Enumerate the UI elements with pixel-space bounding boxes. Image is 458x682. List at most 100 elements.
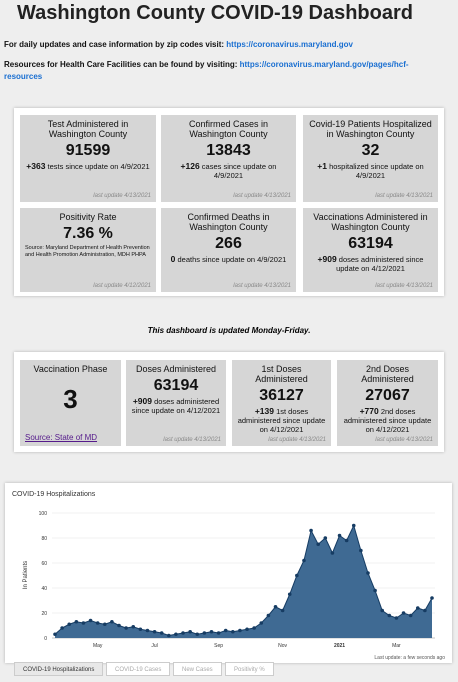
point xyxy=(373,588,377,593)
point xyxy=(53,632,57,637)
text: Resources for Health Care Facilities can… xyxy=(4,60,238,69)
card-note: last update 4/13/2021 xyxy=(233,193,291,199)
x-tick-label: May xyxy=(93,643,103,649)
card-delta: +770 xyxy=(359,406,379,416)
point xyxy=(344,538,349,543)
card-value: 63194 xyxy=(348,235,393,252)
point xyxy=(295,573,299,578)
card-title: Confirmed Cases in Washington County xyxy=(188,119,269,139)
point xyxy=(330,551,335,555)
card-detail-text: 1st doses administered since update on 4… xyxy=(237,407,326,434)
card-value: 13843 xyxy=(206,142,251,159)
card: Test Administered in Washington County 91… xyxy=(20,115,156,202)
point xyxy=(238,628,242,633)
card: 1st Doses Administered 36127 +139 1st dose… xyxy=(232,360,331,446)
card: Positivity Rate 7.36 % Source: Maryland De… xyxy=(20,208,156,292)
card-detail: +363 tests since update on 4/9/2021 xyxy=(25,162,151,172)
point xyxy=(316,542,320,547)
point xyxy=(231,629,235,634)
card-note: last update 4/13/2021 xyxy=(268,437,326,443)
point xyxy=(181,631,185,635)
tab[interactable]: COVID-19 Hospitalizations xyxy=(14,662,104,676)
x-tick-label: Jul xyxy=(151,643,157,649)
card-source: Source: Maryland Department of Health Pr… xyxy=(25,245,150,258)
point xyxy=(95,621,100,625)
point xyxy=(394,616,399,620)
card-delta: +1 xyxy=(317,161,327,171)
card-detail-text: deaths since update on 4/9/2021 xyxy=(177,255,287,264)
card-detail-text: doses administered since update on 4/12/… xyxy=(131,397,221,415)
card-value: 91599 xyxy=(65,142,111,159)
point xyxy=(337,533,342,538)
footnote: Last update: a few seconds ago xyxy=(374,655,445,661)
card-detail: +139 1st doses administered since update… xyxy=(237,407,326,435)
point xyxy=(117,623,121,628)
card-note: last update 4/12/2021 xyxy=(93,283,151,289)
point xyxy=(167,633,171,638)
source-link[interactable]: Source: State of MD xyxy=(25,433,98,442)
point xyxy=(102,622,107,627)
tab[interactable]: COVID-19 Cases xyxy=(106,662,171,676)
point xyxy=(266,613,271,618)
x-tick-label: Nov xyxy=(278,643,287,649)
point xyxy=(67,622,72,627)
card-value: 3 xyxy=(63,384,78,414)
card: Doses Administered 63194 +909 doses admini… xyxy=(126,360,226,446)
card-note: last update 4/13/2021 xyxy=(93,193,151,199)
card: Confirmed Deaths in Washington County 266… xyxy=(161,208,296,292)
card: 2nd Doses Administered 27067 +770 2nd dose… xyxy=(337,360,438,446)
y-tick-label: 20 xyxy=(41,611,47,617)
title: Washington County COVID-19 Dashboard xyxy=(17,2,413,24)
tab[interactable]: New Cases xyxy=(173,662,222,676)
point xyxy=(223,628,228,633)
point xyxy=(401,611,406,615)
info-line: Resources for Health Care Facilities can… xyxy=(4,59,444,83)
card-delta: +126 xyxy=(180,161,200,171)
x-tick-label: Sep xyxy=(214,643,223,649)
point xyxy=(415,606,420,610)
point xyxy=(280,608,285,613)
y-tick-label: 40 xyxy=(41,586,47,592)
area xyxy=(55,525,432,638)
tab[interactable]: Positivity % xyxy=(225,662,274,676)
point xyxy=(259,621,264,625)
point xyxy=(351,523,356,528)
card-delta: +909 xyxy=(132,396,152,406)
card-note: last update 4/13/2021 xyxy=(375,193,433,199)
point xyxy=(110,619,114,624)
point xyxy=(287,592,292,597)
point xyxy=(423,608,427,613)
point xyxy=(273,604,278,609)
card-value: 27067 xyxy=(365,387,410,404)
y-tick-label: 80 xyxy=(41,536,47,542)
card-note: last update 4/13/2021 xyxy=(375,437,433,443)
point xyxy=(188,629,192,634)
card-value: 266 xyxy=(215,235,242,252)
point xyxy=(245,627,249,632)
point xyxy=(74,619,79,624)
card: Covid-19 Patients Hospitalized in Washin… xyxy=(303,115,438,202)
notice: This dashboard is updated Monday-Friday. xyxy=(147,326,311,335)
point xyxy=(323,536,328,540)
point xyxy=(174,632,178,637)
point xyxy=(152,629,157,634)
point xyxy=(309,528,313,533)
card-note: last update 4/13/2021 xyxy=(375,283,433,289)
link[interactable]: https://coronavirus.maryland.gov xyxy=(226,40,353,49)
card-title: Doses Administered xyxy=(135,364,217,374)
card: Confirmed Cases in Washington County 1384… xyxy=(161,115,296,202)
y-tick-label: 0 xyxy=(44,636,47,642)
point xyxy=(302,558,306,563)
card: Vaccination Phase 3 Source: State of MD xyxy=(20,360,121,446)
card-detail: +909 doses administered since update on … xyxy=(308,255,433,274)
point xyxy=(380,608,385,613)
card: Vaccinations Administered in Washington … xyxy=(303,208,438,292)
y-axis-label: In Patients xyxy=(23,561,29,589)
point xyxy=(60,626,64,630)
y-tick-label: 100 xyxy=(39,511,48,517)
card-value: 63194 xyxy=(153,377,199,394)
point xyxy=(124,626,128,630)
link[interactable]: https://coronavirus.maryland.gov/pages/h… xyxy=(4,60,409,81)
card-title: Covid-19 Patients Hospitalized in Washin… xyxy=(309,119,432,139)
card-title: Test Administered in Washington County xyxy=(47,119,129,139)
